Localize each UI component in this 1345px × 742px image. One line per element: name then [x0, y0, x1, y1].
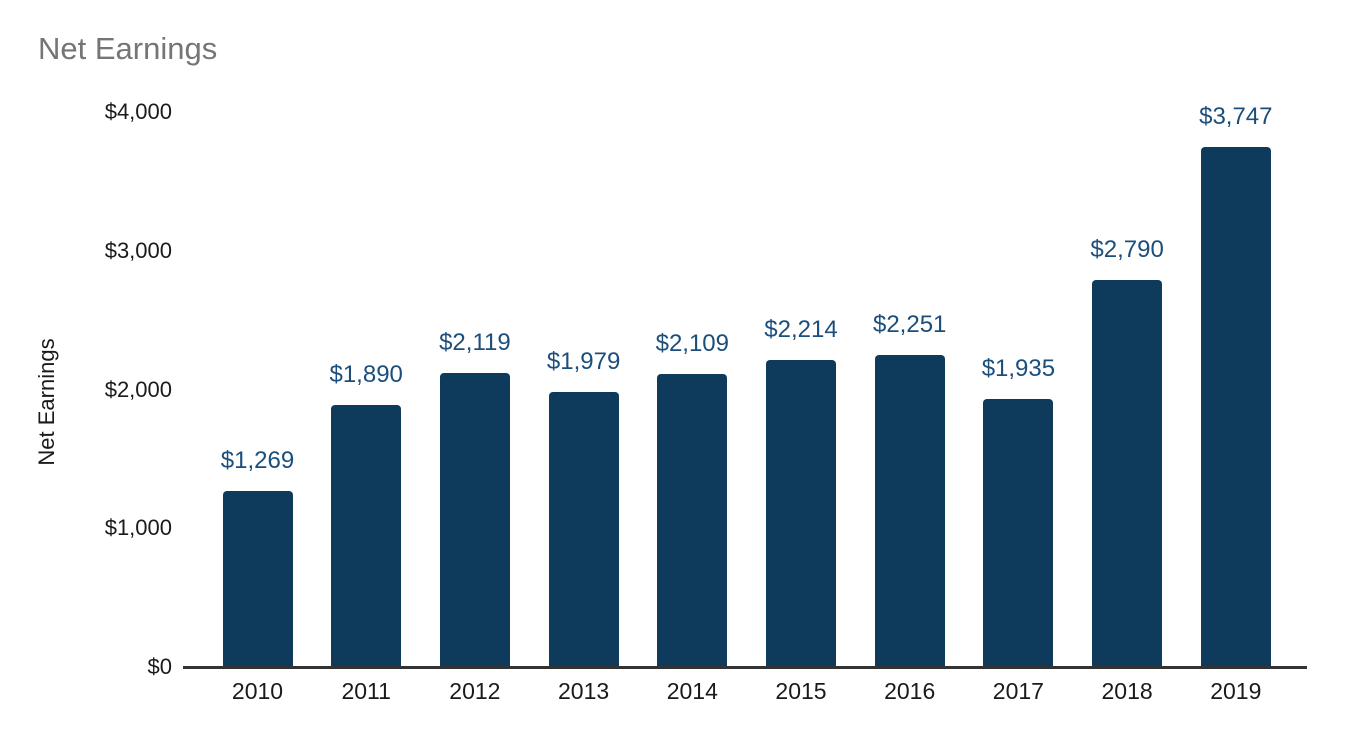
bar-value-label: $2,119 [439, 329, 511, 356]
plot-area: $1,269 $1,890 $2,119 $1,979 $2,109 $2,214 $2,2… [183, 103, 1307, 667]
bar-value-label: $3,747 [1199, 103, 1273, 131]
chart-title: Net Earnings [38, 31, 218, 66]
x-axis-tick-label: 2012 [449, 678, 501, 704]
bar-value-label: $1,979 [546, 348, 621, 376]
bar-2014[interactable] [657, 374, 728, 667]
bar-2013[interactable] [548, 392, 619, 667]
bar-value-label: $2,214 [764, 315, 838, 343]
y-axis-tick-label: $3,000 [104, 237, 172, 263]
bar-value-label: $1,890 [329, 360, 403, 388]
x-axis-tick-label: 2019 [1210, 678, 1262, 704]
x-axis-tick-label: 2014 [666, 678, 718, 704]
y-axis-tick-label: $4,000 [104, 99, 172, 124]
bar-2010[interactable] [222, 490, 293, 667]
y-axis-tick-label: $1,000 [104, 515, 172, 541]
bar-2017[interactable] [983, 398, 1054, 667]
x-axis-tick-label: 2016 [884, 678, 936, 704]
x-axis-tick-label: 2017 [992, 678, 1044, 704]
bar-2019[interactable] [1200, 147, 1271, 667]
bar-value-label: $2,109 [655, 330, 729, 358]
x-axis-tick-label: 2015 [775, 678, 827, 704]
bar-2018[interactable] [1092, 279, 1163, 667]
y-axis-tick-label: $0 [147, 654, 172, 679]
bar-2011[interactable] [331, 404, 402, 667]
x-axis-tick-label: 2013 [558, 678, 610, 704]
bar-value-label: $2,251 [872, 310, 947, 338]
x-axis-tick-label: 2010 [231, 678, 284, 704]
y-axis: $0 $1,000 $2,000 $3,000 $4,000 [0, 0, 172, 742]
x-axis-tick-label: 2011 [341, 678, 391, 704]
bar-2016[interactable] [874, 354, 945, 667]
x-axis-tick-label: 2018 [1101, 678, 1153, 704]
bar-2015[interactable] [766, 359, 836, 667]
bar-2012[interactable] [439, 373, 510, 667]
bar-value-label: $1,935 [981, 354, 1056, 382]
y-axis-tick-label: $2,000 [104, 376, 172, 402]
bar-value-label: $1,269 [220, 446, 295, 474]
bar-value-label: $2,790 [1090, 235, 1164, 263]
x-axis-line [183, 666, 1307, 669]
